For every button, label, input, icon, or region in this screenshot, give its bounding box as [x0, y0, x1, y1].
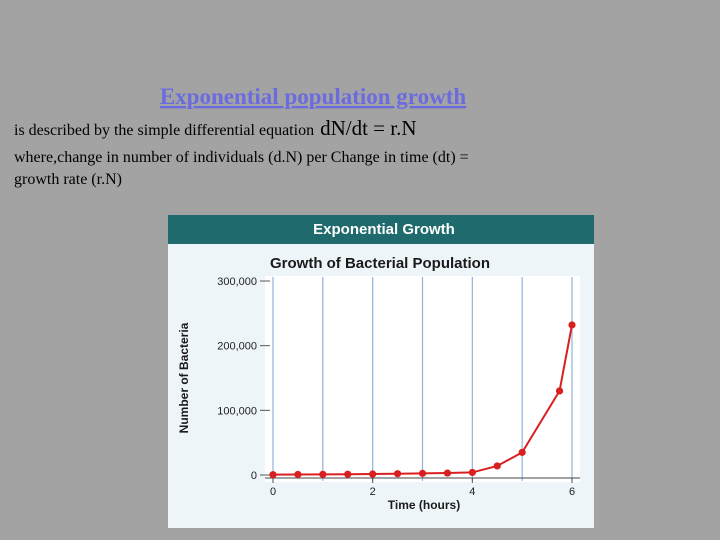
plot: 0 100,000 200,000 300,000 0 2 4 6	[217, 276, 580, 498]
line1-text: is described by the simple differential …	[14, 122, 314, 139]
y-tick-label: 200,000	[217, 341, 257, 353]
heading: Exponential population growth	[160, 84, 467, 109]
line1: is described by the simple differential …	[14, 116, 417, 140]
data-point	[269, 471, 277, 479]
chart-title: Growth of Bacterial Population	[270, 255, 490, 272]
y-tick-label: 0	[251, 470, 257, 482]
line2: where,change in number of individuals (d…	[14, 149, 469, 166]
data-point	[443, 469, 452, 477]
banner-text: Exponential Growth	[313, 221, 455, 238]
y-tick-label: 300,000	[217, 276, 257, 288]
line3: growth rate (r.N)	[14, 171, 122, 188]
data-point	[393, 470, 402, 478]
x-tick-label: 4	[469, 486, 475, 498]
x-tick-label: 6	[569, 486, 575, 498]
data-point	[294, 470, 302, 479]
y-axis-label: Number of Bacteria	[177, 322, 191, 433]
data-point	[369, 470, 377, 478]
x-axis-label: Time (hours)	[388, 498, 460, 512]
data-point	[493, 462, 501, 470]
data-point	[344, 470, 352, 478]
y-tick-label: 100,000	[217, 405, 257, 417]
equation: dN/dt = r.N	[320, 116, 416, 140]
data-point	[418, 469, 427, 477]
x-tick-label: 0	[270, 486, 276, 498]
data-point	[468, 468, 476, 477]
data-point	[555, 387, 564, 395]
data-point	[319, 470, 327, 478]
x-tick-label: 2	[370, 486, 376, 498]
chart-banner	[168, 215, 594, 244]
data-point	[518, 448, 526, 456]
data-point	[568, 321, 576, 329]
